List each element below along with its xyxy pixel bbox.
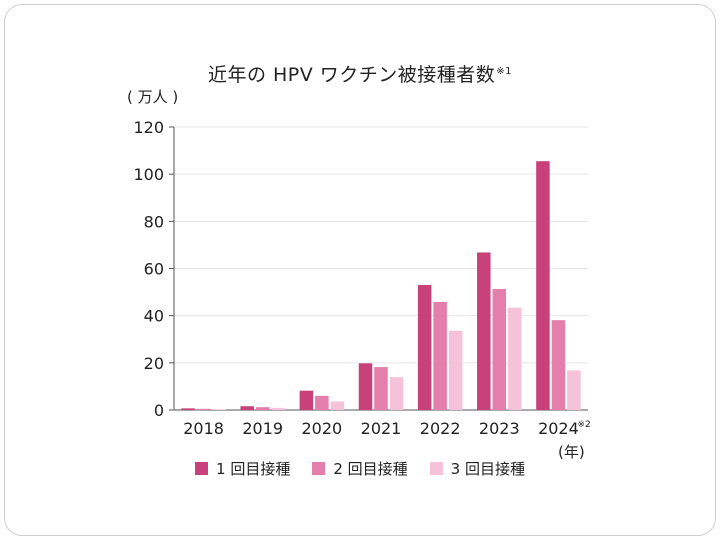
legend-swatch-dose-3 — [429, 462, 443, 475]
bar-2021-dose-2 — [374, 367, 388, 410]
y-tick-label: 100 — [133, 165, 164, 184]
bar-2018-dose-1 — [181, 408, 195, 410]
legend-swatch-dose-2 — [312, 462, 326, 475]
y-tick-label: 20 — [144, 354, 164, 373]
chart-title-text: 近年の HPV ワクチン被接種者数 — [207, 64, 496, 86]
chart-title-note: ※1 — [496, 65, 513, 77]
bar-2021-dose-1 — [358, 363, 373, 410]
bar-2018-dose-2 — [196, 408, 211, 410]
x-tick-label: 2020 — [301, 419, 342, 438]
legend-item-dose-3: 3 回目接種 — [429, 458, 525, 479]
y-axis-unit-label: ( 万人 ) — [127, 88, 179, 106]
legend-label-dose-2: 2 回目接種 — [333, 460, 408, 478]
legend-item-dose-2: 2 回目接種 — [312, 458, 408, 479]
bar-2024-dose-2 — [551, 320, 566, 410]
legend-label-dose-1: 1 回目接種 — [216, 460, 291, 478]
bar-2020-dose-3 — [330, 401, 345, 410]
chart-title: 近年の HPV ワクチン被接種者数※1 — [0, 60, 720, 87]
bar-2023-dose-3 — [508, 307, 522, 410]
bar-2020-dose-1 — [299, 390, 314, 410]
y-tick-label: 0 — [154, 401, 164, 420]
bar-2019-dose-1 — [240, 406, 254, 410]
bar-2022-dose-3 — [448, 330, 463, 410]
x-tick-label: 2018 — [183, 419, 224, 438]
x-tick-label: 2024 — [538, 419, 579, 438]
y-tick-label: 40 — [144, 307, 164, 326]
y-tick-label: 80 — [144, 212, 164, 231]
y-tick-label: 60 — [144, 260, 164, 279]
x-tick-label: 2022 — [420, 419, 461, 438]
bar-2022-dose-2 — [433, 301, 447, 410]
bar-2019-dose-3 — [271, 407, 285, 410]
chart-legend: 1 回目接種 2 回目接種 3 回目接種 — [0, 458, 720, 479]
y-tick-label: 120 — [133, 118, 164, 137]
x-tick-note: ※2 — [577, 420, 590, 430]
bar-2024-dose-1 — [536, 161, 550, 410]
legend-label-dose-3: 3 回目接種 — [450, 460, 525, 478]
bar-2023-dose-2 — [492, 289, 507, 410]
bar-2018-dose-3 — [212, 409, 226, 410]
chart-card — [4, 4, 716, 536]
bar-2023-dose-1 — [477, 252, 491, 410]
bar-2019-dose-2 — [255, 407, 270, 410]
x-axis-unit-label: (年) — [558, 443, 585, 461]
bar-2020-dose-2 — [315, 395, 329, 410]
legend-item-dose-1: 1 回目接種 — [195, 458, 290, 479]
bar-2021-dose-3 — [389, 377, 404, 410]
x-tick-label: 2023 — [479, 419, 520, 438]
bar-2024-dose-3 — [567, 370, 581, 410]
legend-swatch-dose-1 — [195, 462, 209, 475]
x-tick-label: 2019 — [242, 419, 283, 438]
x-tick-label: 2021 — [361, 419, 402, 438]
bar-2022-dose-1 — [417, 285, 432, 410]
